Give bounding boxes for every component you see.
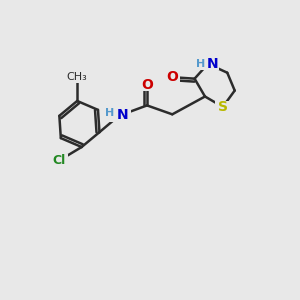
Bar xyxy=(140,79,154,91)
Bar xyxy=(165,71,180,83)
Text: CH₃: CH₃ xyxy=(67,72,88,82)
Text: N: N xyxy=(116,108,128,122)
Text: H: H xyxy=(196,59,205,69)
Bar xyxy=(107,110,131,122)
Text: S: S xyxy=(218,100,228,114)
Bar xyxy=(214,101,231,113)
Text: Cl: Cl xyxy=(53,154,66,167)
Text: O: O xyxy=(141,78,153,92)
Bar xyxy=(68,71,87,83)
Text: O: O xyxy=(167,70,178,84)
Text: H: H xyxy=(105,108,115,118)
Text: N: N xyxy=(207,57,218,71)
Bar xyxy=(197,58,219,70)
Bar xyxy=(50,154,68,166)
